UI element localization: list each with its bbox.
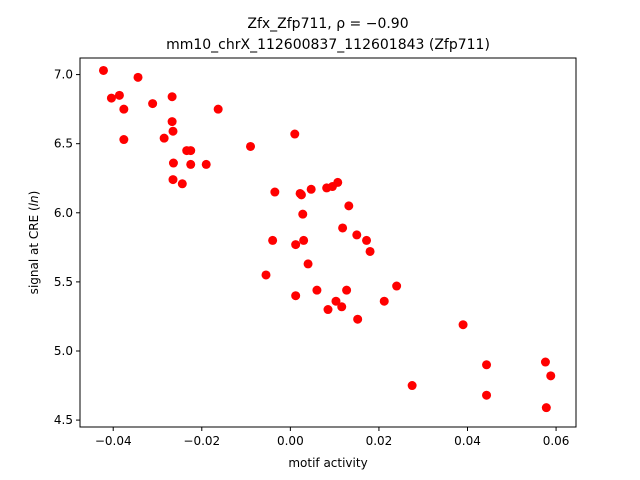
y-tick-label: 4.5 [54, 413, 73, 427]
data-point [303, 259, 313, 269]
data-point [338, 223, 348, 233]
data-point [337, 302, 347, 312]
y-tick-label: 7.0 [54, 68, 73, 82]
data-point [133, 72, 143, 82]
data-point [261, 270, 271, 280]
data-point [333, 177, 343, 187]
x-axis-label: motif activity [288, 456, 367, 470]
data-point [353, 314, 363, 324]
data-point [482, 390, 492, 400]
data-point [290, 129, 300, 139]
chart-title-line2: mm10_chrX_112600837_112601843 (Zfp711) [166, 37, 490, 53]
data-point [296, 190, 306, 200]
data-point [331, 296, 341, 306]
plot-area [79, 57, 577, 428]
x-tick-label: 0.04 [454, 434, 481, 448]
data-point [312, 285, 322, 295]
data-point [299, 235, 309, 245]
data-point [268, 235, 278, 245]
data-point [407, 381, 417, 391]
data-point [119, 135, 129, 145]
data-point [342, 285, 352, 295]
data-point [159, 133, 169, 143]
data-point [167, 92, 177, 102]
data-point [298, 209, 308, 219]
data-point [365, 246, 375, 256]
data-point [540, 357, 550, 367]
data-point [168, 158, 178, 168]
data-point [168, 126, 178, 136]
y-axis-ticks: 4.5 5.0 5.5 6.0 6.5 7.0 [54, 68, 80, 427]
y-axis-label-prefix: signal at CRE ( [27, 206, 41, 294]
y-axis-label-italic: ln [27, 195, 41, 206]
x-tick-label: −0.02 [183, 434, 220, 448]
data-point [458, 320, 468, 330]
x-tick-label: −0.04 [95, 434, 132, 448]
y-tick-label: 6.0 [54, 206, 73, 220]
data-point [177, 179, 187, 189]
data-point [119, 104, 129, 114]
data-point [106, 93, 116, 103]
chart-title-line1: Zfx_Zfp711, ρ = −0.90 [247, 16, 408, 32]
data-point [541, 403, 551, 413]
data-point [213, 104, 223, 114]
y-axis-label: signal at CRE (ln) [27, 191, 41, 295]
y-tick-label: 5.0 [54, 344, 73, 358]
data-point [186, 146, 196, 156]
y-axis-label-suffix: ) [27, 191, 41, 196]
data-point [291, 291, 301, 301]
data-point [114, 90, 124, 100]
x-tick-label: 0.00 [277, 434, 304, 448]
data-point [546, 371, 556, 381]
data-point [323, 305, 333, 315]
data-point [291, 240, 301, 250]
data-points [98, 65, 556, 413]
data-point [201, 159, 211, 169]
data-point [392, 281, 402, 291]
y-tick-label: 6.5 [54, 137, 73, 151]
x-tick-label: 0.06 [543, 434, 570, 448]
data-point [186, 159, 196, 169]
data-point [352, 230, 362, 240]
data-point [246, 141, 255, 151]
data-point [379, 296, 389, 306]
data-point [270, 187, 280, 197]
x-tick-label: 0.02 [366, 434, 393, 448]
data-point [362, 235, 372, 245]
data-point [482, 360, 492, 370]
data-point [306, 184, 316, 194]
x-axis-ticks: −0.04 −0.02 0.00 0.02 0.04 0.06 [95, 427, 570, 448]
data-point [148, 99, 158, 109]
data-point [98, 65, 108, 75]
data-point [344, 201, 354, 211]
y-tick-label: 5.5 [54, 275, 73, 289]
axes-frame [79, 57, 577, 428]
data-point [167, 117, 177, 127]
data-point [168, 175, 178, 185]
